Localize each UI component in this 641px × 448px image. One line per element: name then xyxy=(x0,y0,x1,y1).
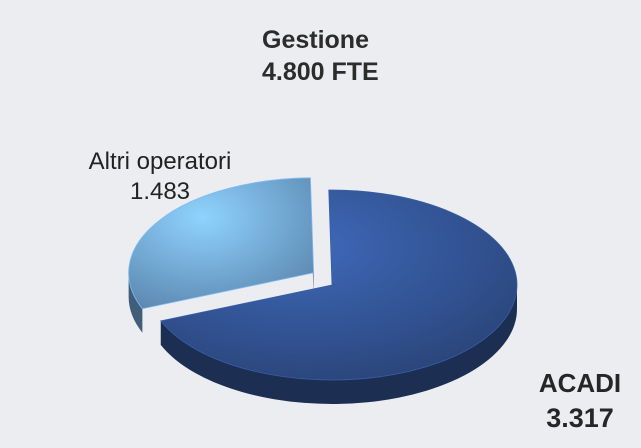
chart-title: Gestione xyxy=(262,26,369,54)
slice-label-altri-operatori: Altri operatori xyxy=(88,148,232,175)
slice-label-acadi: ACADI xyxy=(538,368,622,398)
pie-slice-top xyxy=(128,177,315,310)
slice-value-acadi: 3.317 xyxy=(546,403,614,433)
slice-value-altri-operatori: 1.483 xyxy=(129,178,191,205)
pie-slice-top xyxy=(160,189,518,381)
chart-subtitle: 4.800 FTE xyxy=(262,58,379,86)
pie-slice-side xyxy=(128,272,143,333)
pie-slice-altri-operatori xyxy=(128,177,315,333)
pie-slice-side xyxy=(160,285,518,405)
pie-slice-acadi xyxy=(160,189,518,405)
